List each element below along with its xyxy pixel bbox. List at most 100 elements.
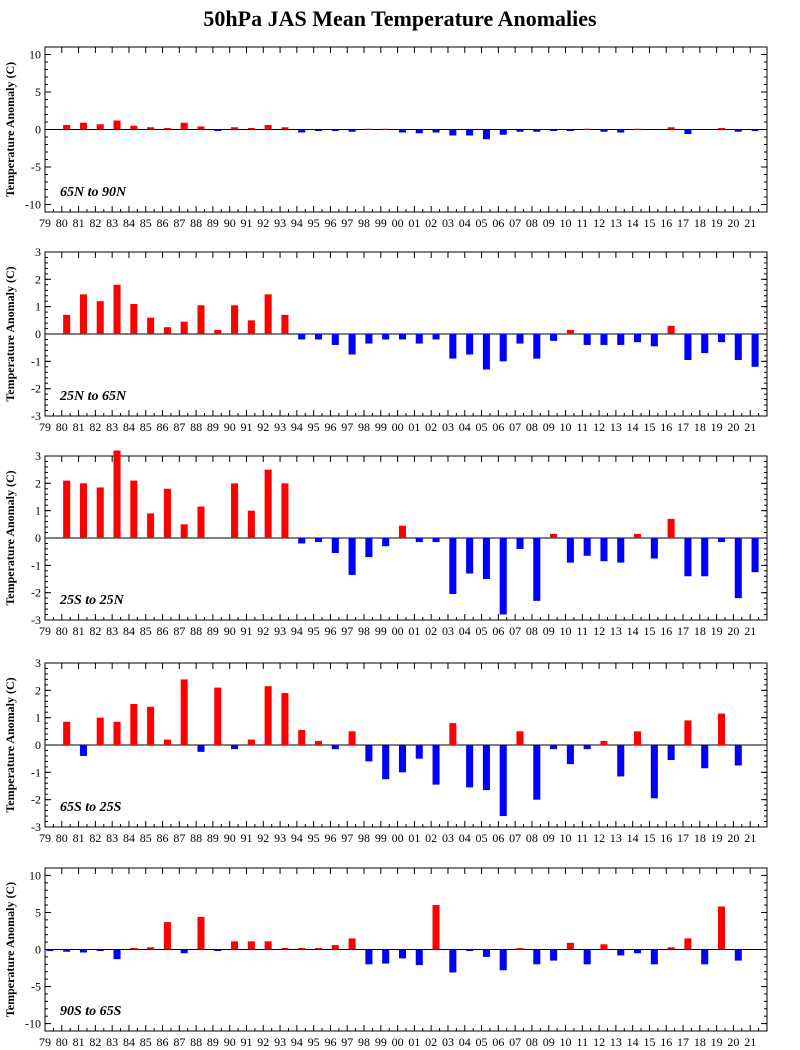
x-tick-label: 98 — [358, 624, 370, 638]
x-tick-label: 18 — [694, 831, 706, 845]
x-tick-label: 80 — [56, 1035, 68, 1049]
x-tick-label: 95 — [308, 420, 320, 434]
x-tick-label: 18 — [694, 624, 706, 638]
x-tick-label: 14 — [627, 831, 639, 845]
bar — [516, 334, 524, 344]
x-tick-label: 15 — [643, 1035, 655, 1049]
bar — [751, 538, 759, 573]
bar — [449, 723, 457, 745]
bar — [79, 483, 87, 538]
y-tick-label: -1 — [31, 354, 41, 368]
y-tick-label: 2 — [35, 683, 41, 697]
x-tick-label: 16 — [660, 1035, 672, 1049]
x-tick-label: 09 — [543, 624, 555, 638]
x-tick-label: 14 — [627, 1035, 639, 1049]
y-tick-label: 0 — [35, 123, 41, 137]
bar — [466, 334, 474, 355]
y-tick-label: 2 — [35, 272, 41, 286]
bar — [499, 538, 507, 615]
bar — [533, 538, 541, 601]
x-tick-label: 95 — [308, 1035, 320, 1049]
bar — [163, 488, 171, 538]
x-tick-label: 20 — [727, 624, 739, 638]
x-tick-label: 14 — [627, 216, 639, 230]
x-tick-label: 98 — [358, 420, 370, 434]
x-tick-label: 17 — [677, 624, 689, 638]
bar — [247, 739, 255, 745]
x-tick-label: 07 — [509, 1035, 521, 1049]
x-tick-label: 98 — [358, 1035, 370, 1049]
bar — [314, 740, 323, 745]
x-tick-label: 19 — [711, 1035, 723, 1049]
bar — [63, 721, 71, 745]
bar — [398, 949, 406, 959]
bar — [634, 949, 642, 954]
bar — [717, 906, 726, 950]
bar — [264, 469, 272, 538]
x-tick-label: 87 — [173, 216, 185, 230]
x-tick-label: 07 — [509, 831, 521, 845]
y-tick-label: 3 — [35, 245, 41, 259]
x-tick-label: 85 — [140, 216, 152, 230]
bar — [281, 948, 289, 950]
x-tick-label: 94 — [291, 216, 303, 230]
x-tick-label: 11 — [577, 216, 589, 230]
x-tick-label: 88 — [190, 216, 202, 230]
bar — [331, 745, 339, 750]
bar — [600, 334, 608, 345]
bar — [264, 125, 272, 130]
bar — [96, 949, 104, 951]
x-tick-label: 08 — [526, 1035, 538, 1049]
bar — [667, 127, 675, 130]
bar — [331, 334, 339, 345]
x-tick-label: 20 — [727, 216, 739, 230]
x-tick-label: 91 — [240, 624, 252, 638]
x-tick-label: 96 — [324, 1035, 336, 1049]
x-tick-label: 13 — [610, 420, 622, 434]
x-tick-label: 80 — [56, 624, 68, 638]
region-label: 25N to 65N — [59, 389, 127, 404]
x-tick-label: 92 — [257, 624, 269, 638]
bar — [583, 334, 591, 345]
bar — [314, 334, 323, 340]
bar — [147, 947, 155, 950]
bar — [365, 745, 373, 762]
bar — [331, 945, 339, 950]
x-tick-label: 07 — [509, 216, 521, 230]
bar — [717, 713, 726, 745]
bar — [634, 334, 642, 343]
x-tick-label: 91 — [240, 1035, 252, 1049]
bar — [650, 334, 658, 347]
x-tick-label: 81 — [73, 624, 85, 638]
x-tick-label: 97 — [341, 624, 353, 638]
bar — [650, 538, 658, 559]
bar — [398, 129, 406, 133]
x-tick-label: 95 — [308, 831, 320, 845]
bar — [348, 731, 356, 745]
x-tick-label: 91 — [240, 216, 252, 230]
bar — [298, 729, 306, 745]
x-tick-label: 18 — [694, 420, 706, 434]
y-tick-label: 1 — [35, 711, 41, 725]
x-tick-label: 14 — [627, 624, 639, 638]
x-tick-label: 87 — [173, 831, 185, 845]
bar — [96, 487, 104, 538]
bar — [466, 745, 474, 788]
bar — [79, 294, 87, 334]
bar — [516, 948, 524, 950]
bar — [583, 949, 591, 965]
x-tick-label: 92 — [257, 831, 269, 845]
x-tick-label: 14 — [627, 420, 639, 434]
bar — [566, 129, 574, 131]
x-tick-label: 92 — [257, 420, 269, 434]
x-tick-label: 10 — [560, 420, 572, 434]
x-tick-label: 92 — [257, 216, 269, 230]
bar — [499, 745, 507, 817]
y-axis-label: Temperature Anomaly (C) — [3, 470, 17, 605]
bar — [197, 506, 205, 538]
y-tick-label: 0 — [35, 943, 41, 957]
bar — [701, 949, 709, 965]
bar — [482, 949, 490, 957]
x-tick-label: 90 — [224, 831, 236, 845]
bar — [617, 949, 625, 956]
